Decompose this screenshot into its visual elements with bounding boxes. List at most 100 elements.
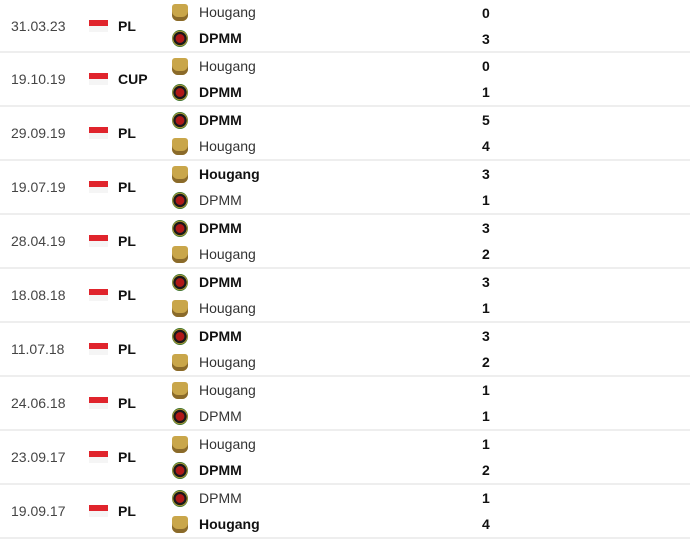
team-name: Hougang: [199, 138, 256, 154]
competition-label: PL: [118, 449, 136, 465]
hougang-crest-icon: [172, 165, 188, 183]
away-team[interactable]: DPMM: [172, 82, 242, 102]
singapore-flag-icon: [89, 343, 108, 355]
match-date: 31.03.23: [11, 17, 66, 34]
home-score: 3: [482, 274, 490, 290]
home-team[interactable]: Hougang: [172, 164, 260, 184]
team-name: DPMM: [199, 328, 242, 344]
away-score: 2: [482, 246, 490, 262]
away-score: 3: [482, 31, 490, 47]
match-row[interactable]: 31.03.23 PL Hougang 0 DPMM 3: [0, 0, 690, 53]
hougang-crest-icon: [172, 381, 188, 399]
dpmm-crest-icon: [172, 489, 188, 507]
match-row[interactable]: 19.09.17 PL DPMM 1 Hougang 4: [0, 485, 690, 539]
match-row[interactable]: 19.07.19 PL Hougang 3 DPMM 1: [0, 161, 690, 215]
match-row[interactable]: 11.07.18 PL DPMM 3 Hougang 2: [0, 323, 690, 377]
team-name: Hougang: [199, 436, 256, 452]
hougang-crest-icon: [172, 435, 188, 453]
singapore-flag-icon: [89, 127, 108, 139]
competition-label: PL: [118, 233, 136, 249]
away-team[interactable]: Hougang: [172, 136, 256, 156]
home-score: 0: [482, 58, 490, 74]
team-name: DPMM: [199, 192, 242, 208]
away-team[interactable]: Hougang: [172, 298, 256, 318]
away-score: 2: [482, 354, 490, 370]
match-date: 23.09.17: [11, 449, 66, 465]
home-team[interactable]: DPMM: [172, 488, 242, 508]
match-row[interactable]: 19.10.19 CUP Hougang 0 DPMM 1: [0, 53, 690, 107]
singapore-flag-icon: [89, 181, 108, 193]
team-name: DPMM: [199, 274, 242, 290]
away-team[interactable]: Hougang: [172, 514, 260, 534]
home-team[interactable]: DPMM: [172, 326, 242, 346]
match-row[interactable]: 18.08.18 PL DPMM 3 Hougang 1: [0, 269, 690, 323]
match-date: 19.10.19: [11, 71, 66, 87]
team-name: Hougang: [199, 166, 260, 182]
singapore-flag-icon: [89, 451, 108, 463]
home-score: 0: [482, 5, 490, 21]
competition-label: PL: [118, 125, 136, 141]
home-team[interactable]: Hougang: [172, 56, 256, 76]
competition-label: PL: [118, 17, 136, 34]
away-score: 1: [482, 84, 490, 100]
away-score: 2: [482, 462, 490, 478]
match-date: 19.07.19: [11, 179, 66, 195]
match-date: 29.09.19: [11, 125, 66, 141]
home-team[interactable]: Hougang: [172, 380, 256, 400]
away-team[interactable]: Hougang: [172, 352, 256, 372]
team-name: DPMM: [199, 112, 242, 128]
singapore-flag-icon: [89, 397, 108, 409]
home-score: 1: [482, 436, 490, 452]
match-row[interactable]: 23.09.17 PL Hougang 1 DPMM 2: [0, 431, 690, 485]
match-date: 28.04.19: [11, 233, 66, 249]
team-name: DPMM: [199, 490, 242, 506]
team-name: Hougang: [199, 4, 256, 20]
team-name: DPMM: [199, 220, 242, 236]
hougang-crest-icon: [172, 137, 188, 155]
competition-label: PL: [118, 503, 136, 519]
home-team[interactable]: DPMM: [172, 272, 242, 292]
home-team[interactable]: Hougang: [172, 434, 256, 454]
home-score: 3: [482, 328, 490, 344]
singapore-flag-icon: [89, 73, 108, 85]
team-name: Hougang: [199, 382, 256, 398]
match-date: 19.09.17: [11, 503, 66, 519]
dpmm-crest-icon: [172, 191, 188, 209]
match-row[interactable]: 29.09.19 PL DPMM 5 Hougang 4: [0, 107, 690, 161]
away-score: 1: [482, 192, 490, 208]
away-team[interactable]: Hougang: [172, 244, 256, 264]
hougang-crest-icon: [172, 3, 188, 21]
dpmm-crest-icon: [172, 111, 188, 129]
away-team[interactable]: DPMM: [172, 28, 242, 48]
home-team[interactable]: DPMM: [172, 218, 242, 238]
match-row[interactable]: 24.06.18 PL Hougang 1 DPMM 1: [0, 377, 690, 431]
match-row[interactable]: 28.04.19 PL DPMM 3 Hougang 2: [0, 215, 690, 269]
team-name: DPMM: [199, 462, 242, 478]
dpmm-crest-icon: [172, 407, 188, 425]
team-name: Hougang: [199, 246, 256, 262]
hougang-crest-icon: [172, 515, 188, 533]
team-name: DPMM: [199, 84, 242, 100]
competition-label: PL: [118, 395, 136, 411]
competition-label: PL: [118, 341, 136, 357]
team-name: DPMM: [199, 408, 242, 424]
home-team[interactable]: Hougang: [172, 2, 256, 22]
hougang-crest-icon: [172, 245, 188, 263]
away-team[interactable]: DPMM: [172, 460, 242, 480]
competition-label: PL: [118, 179, 136, 195]
team-name: Hougang: [199, 354, 256, 370]
away-score: 4: [482, 138, 490, 154]
hougang-crest-icon: [172, 57, 188, 75]
team-name: Hougang: [199, 300, 256, 316]
singapore-flag-icon: [89, 235, 108, 247]
hougang-crest-icon: [172, 353, 188, 371]
away-score: 1: [482, 300, 490, 316]
home-team[interactable]: DPMM: [172, 110, 242, 130]
home-score: 3: [482, 166, 490, 182]
away-team[interactable]: DPMM: [172, 406, 242, 426]
competition-label: CUP: [118, 71, 148, 87]
away-team[interactable]: DPMM: [172, 190, 242, 210]
team-name: DPMM: [199, 30, 242, 46]
away-score: 4: [482, 516, 490, 532]
